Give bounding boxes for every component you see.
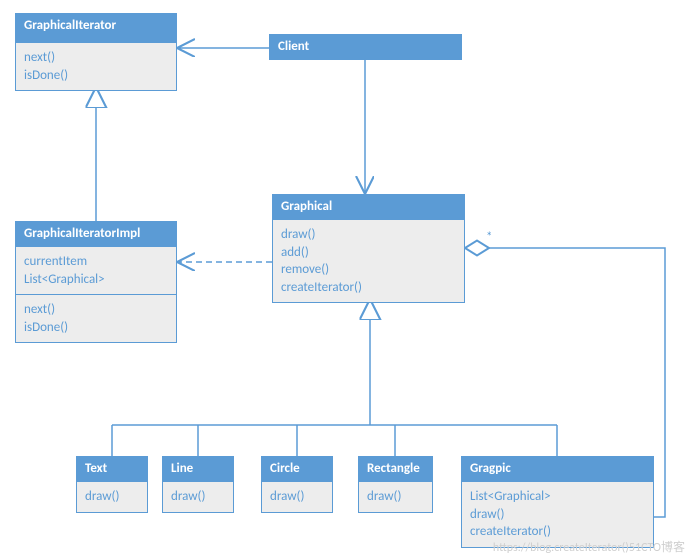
class-header: Rectangle: [358, 456, 433, 482]
class-attributes: currentItem List<Graphical>: [15, 247, 177, 295]
method: draw(): [171, 488, 225, 506]
method: add(): [281, 244, 456, 262]
class-methods: draw() add() remove() createIterator(): [272, 220, 465, 303]
edge-generalization-bus: [112, 299, 557, 456]
method: isDone(): [24, 319, 168, 337]
class-methods: draw(): [162, 482, 234, 513]
multiplicity-star: *: [486, 230, 492, 245]
method: draw(): [281, 226, 456, 244]
method: draw(): [270, 488, 324, 506]
class-header: GraphicalIteratorImpl: [15, 221, 177, 247]
class-gragpic: Gragpic List<Graphical> draw() createIte…: [461, 456, 654, 548]
class-methods: draw(): [76, 482, 148, 513]
method: createIterator(): [470, 523, 645, 541]
attribute: List<Graphical>: [24, 271, 168, 289]
class-header: Line: [162, 456, 234, 482]
class-header: Text: [76, 456, 148, 482]
class-header: Client: [269, 34, 462, 60]
class-graphical: Graphical draw() add() remove() createIt…: [272, 194, 465, 303]
class-methods: next() isDone(): [15, 295, 177, 343]
method: remove(): [281, 261, 456, 279]
class-rectangle: Rectangle draw(): [358, 456, 433, 513]
class-text: Text draw(): [76, 456, 148, 513]
method: draw(): [367, 488, 424, 506]
class-methods: next() isDone(): [15, 43, 177, 91]
class-graphical-iterator: GraphicalIterator next() isDone(): [15, 13, 177, 91]
class-methods: List<Graphical> draw() createIterator(): [461, 482, 654, 548]
class-circle: Circle draw(): [261, 456, 333, 513]
method: List<Graphical>: [470, 488, 645, 506]
class-methods: draw(): [261, 482, 333, 513]
class-header: Gragpic: [461, 456, 654, 482]
method: draw(): [470, 506, 645, 524]
class-graphical-iterator-impl: GraphicalIteratorImpl currentItem List<G…: [15, 221, 177, 343]
class-line: Line draw(): [162, 456, 234, 513]
method: next(): [24, 49, 168, 67]
class-header: Circle: [261, 456, 333, 482]
method: next(): [24, 301, 168, 319]
class-header: Graphical: [272, 194, 465, 220]
method: createIterator(): [281, 279, 456, 297]
method: draw(): [85, 488, 139, 506]
class-client: Client: [269, 34, 462, 60]
method: isDone(): [24, 67, 168, 85]
class-header: GraphicalIterator: [15, 13, 177, 43]
attribute: currentItem: [24, 253, 168, 271]
class-methods: draw(): [358, 482, 433, 513]
